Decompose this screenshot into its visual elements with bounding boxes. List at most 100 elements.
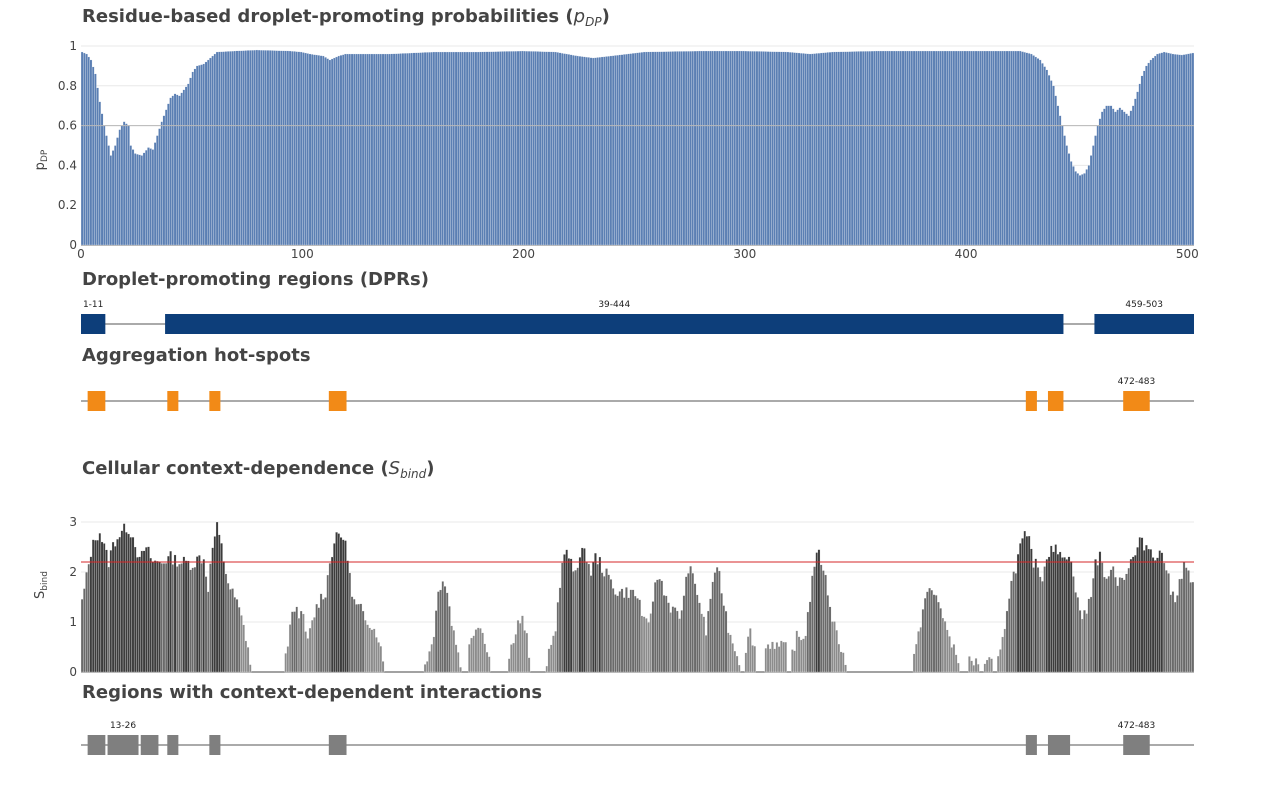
sbind-bar [1151, 557, 1155, 673]
sbind-bar [472, 635, 475, 673]
pdp-bar [388, 53, 391, 246]
pdp-bar [890, 50, 894, 246]
pdp-x-ticks: 0 100 200 300 400 500 [77, 247, 1199, 261]
pdp-bar [235, 50, 239, 246]
pdp-bar [136, 153, 139, 246]
sbind-bar [1083, 609, 1086, 673]
sbind-bar [204, 576, 208, 673]
pdp-bar [795, 52, 799, 246]
pdp-bar [1136, 91, 1139, 246]
sbind-bar [634, 595, 637, 673]
pdp-bar [815, 53, 818, 246]
pdp-bar [125, 123, 128, 246]
sbind-bar [189, 569, 192, 673]
pdp-bar [158, 128, 161, 246]
pdp-bar [499, 51, 502, 246]
pdp-bar [819, 52, 823, 246]
pdp-bar [215, 51, 219, 246]
sbind-bar [1140, 537, 1144, 673]
pdp-bar [965, 50, 969, 246]
context-segment-label: 13-26 [110, 721, 136, 731]
pdp-bar [866, 51, 869, 246]
sbind-bar [1136, 547, 1139, 673]
pdp-bar [1187, 53, 1190, 246]
pdp-bar [1078, 175, 1082, 246]
pdp-bar [1076, 173, 1080, 246]
sbind-bar [295, 606, 298, 673]
pdp-bar [476, 51, 480, 246]
sbind-bar [105, 549, 108, 673]
pdp-bar [122, 121, 126, 246]
hotspot-segment [167, 391, 179, 411]
dpr-segment-label: 39-444 [598, 300, 630, 310]
sbind-bar [328, 563, 332, 673]
pdp-bar [277, 50, 281, 246]
sbind-bar [288, 624, 292, 673]
pdp-bar [791, 52, 794, 246]
sbind-bar [1189, 582, 1192, 673]
pdp-bar [151, 149, 155, 246]
pdp-bar [229, 51, 232, 246]
sbind-bar [432, 636, 436, 673]
sbind-bar [598, 556, 602, 673]
pdp-bar [390, 53, 394, 246]
sbind-bar [968, 656, 971, 673]
pdp-y-tick-label: 0.6 [58, 119, 77, 133]
pdp-bar [167, 103, 170, 246]
sbind-bar [1023, 530, 1026, 673]
sbind-bar [673, 607, 677, 673]
pdp-bar [98, 101, 102, 246]
sbind-bar [773, 648, 776, 673]
pdp-bar [556, 52, 560, 246]
sbind-bar [1047, 556, 1051, 673]
sbind-bar [1045, 559, 1049, 673]
sbind-bar [645, 618, 648, 673]
pdp-bar [565, 53, 568, 246]
sbind-bar [299, 610, 303, 673]
sbind-bar [1165, 570, 1168, 673]
sbind-bar [83, 588, 86, 673]
sbind-bar [193, 566, 197, 673]
pdp-bar [762, 51, 765, 246]
pdp-bar [598, 57, 602, 246]
pdp-bar [266, 50, 270, 246]
pdp-bar [592, 57, 595, 246]
pdp-bar [317, 55, 321, 246]
sbind-bar [596, 563, 599, 673]
pdp-bar [1167, 52, 1170, 246]
hotspot-segment [209, 391, 221, 411]
hotspot-segment [1047, 391, 1064, 411]
pdp-bar [253, 49, 256, 246]
pdp-bar [494, 51, 498, 246]
pdp-bar [1134, 98, 1137, 246]
sbind-bar [556, 602, 560, 673]
pdp-bar [634, 52, 637, 246]
sbind-bar [647, 622, 650, 673]
pdp-bar [244, 50, 248, 246]
pdp-bar [886, 50, 889, 246]
pdp-bar [1123, 111, 1126, 246]
hotspots-track: 472-483 [81, 377, 1194, 411]
pdp-bar [268, 50, 272, 246]
sbind-bar [89, 556, 93, 673]
pdp-bar [370, 53, 374, 246]
pdp-bar [1120, 109, 1124, 246]
sbind-bar [1185, 567, 1188, 673]
pdp-bar [766, 51, 770, 246]
pdp-bar [80, 51, 84, 246]
pdp-bar [640, 52, 644, 246]
sbind-bar [470, 637, 473, 673]
sbind-bar [375, 637, 378, 673]
pdp-bar [483, 51, 487, 246]
pdp-bar [824, 52, 827, 246]
sbind-bar [819, 564, 823, 673]
pdp-bar [622, 54, 626, 246]
sbind-bar [1021, 538, 1024, 673]
sbind-bar [162, 563, 166, 673]
sbind-bar [764, 648, 768, 673]
sbind-bar [835, 629, 838, 673]
pdp-bar [209, 57, 212, 246]
pdp-bar [877, 50, 880, 246]
pdp-bar [784, 51, 787, 246]
sbind-bar [1149, 549, 1153, 673]
